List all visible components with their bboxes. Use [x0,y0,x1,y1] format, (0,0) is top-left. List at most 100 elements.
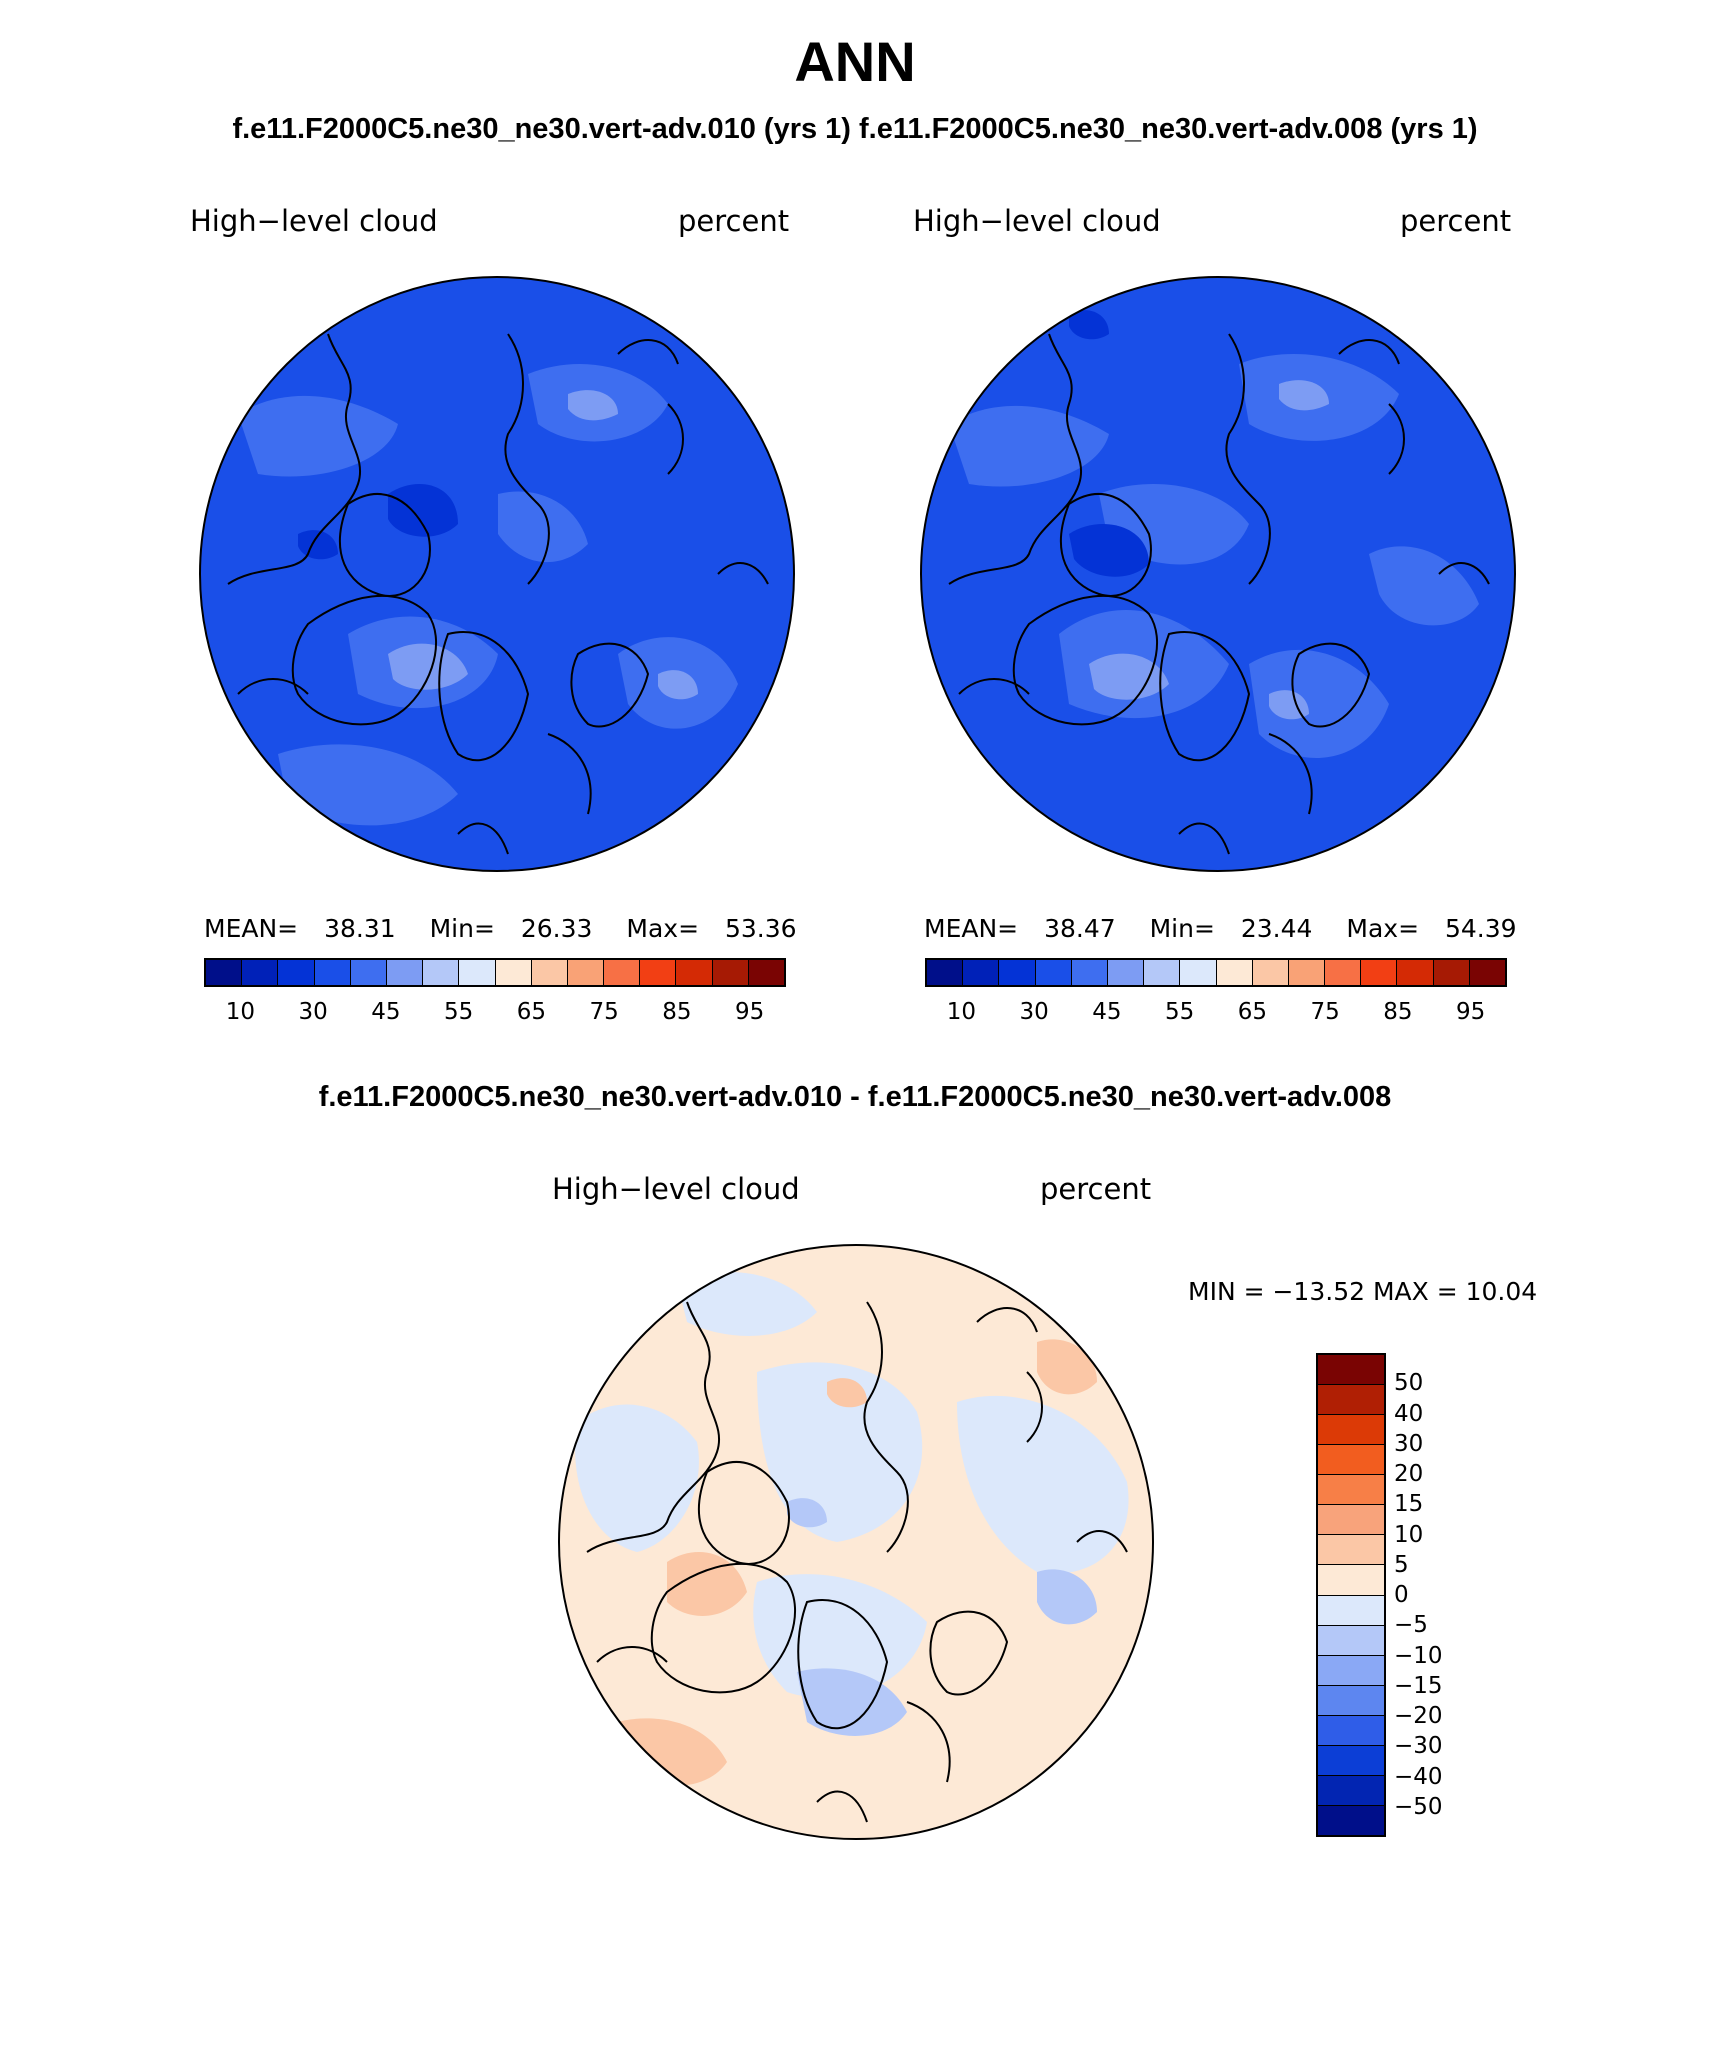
panel1-colorbar-segment [206,960,243,985]
panel1-colorbar-tick-label: 75 [589,999,619,1025]
panel2-map [920,276,1516,872]
panel2-colorbar-tick-label: 30 [1019,999,1049,1025]
diff-colorbar-tick-label: −50 [1394,1793,1443,1820]
panel2-min-value: 23.44 [1240,914,1313,943]
diff-colorbar: 50 40 30 20 15 10 5 0 −5 −10 −15 −20 −30 −40 −50 [1316,1353,1456,1837]
diff-units-label: percent [1040,1172,1152,1206]
diff-colorbar-strip [1316,1353,1386,1837]
diff-strong-negative-patches [787,1498,1097,1736]
panel1-colorbar-segment [531,960,568,985]
panel1-colorbar-segment [459,960,496,985]
panel2-stats: MEAN= 38.47 Min= 23.44 Max= 54.39 [924,914,1517,944]
diff-negative-patches [575,1272,1129,1699]
diff-minmax: MIN = −13.52 MAX = 10.04 [1188,1277,1538,1306]
panel1-units-label: percent [678,204,790,238]
diff-colorbar-tick-label: −20 [1394,1703,1443,1729]
panel2-colorbar-segment [1325,960,1362,985]
panel1-colorbar-tick-label: 85 [662,999,692,1025]
panel1-colorbar-tick-label: 55 [443,999,474,1025]
diff-colorbar-tick-label: 15 [1394,1491,1424,1518]
panel1-colorbar-segment [748,960,784,985]
diff-colorbar-segment [1318,1445,1384,1476]
panel1-colorbar-tick-label: 95 [734,999,765,1025]
panel2-colorbar-tick-label: 45 [1092,999,1122,1025]
panel1-stats: MEAN= 38.31 Min= 26.33 Max= 53.36 [204,914,797,944]
panel2-coastlines [948,333,1490,855]
diff-colorbar-segment [1318,1475,1384,1506]
panel2-colorbar-tick-label: 65 [1237,999,1268,1025]
panel1-colorbar-segment [495,960,532,985]
panel1-colorbar-segment [676,960,713,985]
panel2-colorbar-segment [999,960,1036,985]
panel1-max-label: Max= [626,914,700,943]
panel1-colorbar-tick-label: 45 [371,999,401,1025]
panel1-colorbar-segment [640,960,677,985]
panel1-colorbar-segment [423,960,460,985]
diff-colorbar-ticks: 50 40 30 20 15 10 5 0 −5 −10 −15 −20 −30 −40 −50 [1394,1353,1464,1837]
panel2-max-value: 54.39 [1445,914,1517,943]
panel2-colorbar-segment [1107,960,1145,985]
panel1-colorbar-segment [314,960,351,985]
panel1-colorbar-segment [242,960,279,985]
panel1-colorbar-segment [278,960,315,985]
diff-colorbar-segment [1318,1685,1384,1716]
panel2-colorbar-segment [1216,960,1253,985]
panel2-colorbar-segment [1035,960,1072,985]
panel2-colorbar-segment [1144,960,1181,985]
diff-colorbar-segment [1318,1655,1384,1686]
diff-colorbar-tick-label: 10 [1394,1521,1424,1548]
diff-colorbar-tick-label: −40 [1394,1763,1443,1790]
diff-colorbar-tick-label: −5 [1394,1612,1428,1639]
diff-colorbar-segment [1318,1505,1384,1536]
panel2-variable-label: High−level cloud [913,204,1161,238]
panel2-colorbar-tick-label: 55 [1164,999,1195,1025]
panel2-colorbar-segment [963,960,1000,985]
diff-colorbar-segment [1318,1625,1384,1656]
panel2-field-lows [1069,310,1149,577]
panel2-colorbar-segment [1252,960,1289,985]
panel1-colorbar-segment [567,960,605,985]
panel1-variable-label: High−level cloud [190,204,438,238]
diff-colorbar-segment [1318,1355,1384,1386]
diff-colorbar-tick-label: 20 [1394,1461,1424,1487]
diff-colorbar-segment [1318,1775,1384,1806]
panel2-colorbar-segment [1180,960,1217,985]
panel1-min-value: 26.33 [520,914,593,943]
diff-colorbar-segment [1318,1385,1384,1416]
panel2-mean-value: 38.47 [1044,914,1116,943]
panel1-colorbar-tick-label: 10 [225,999,256,1025]
diff-colorbar-segment [1318,1415,1384,1446]
panel1-colorbar: 10 30 45 55 65 75 85 95 [204,958,786,1025]
panel1-colorbar-ticks: 10 30 45 55 65 75 85 95 [204,998,786,1028]
diff-colorbar-tick-label: 5 [1394,1551,1409,1578]
diff-colorbar-tick-label: −15 [1394,1672,1443,1699]
panel2-min-label: Min= [1149,914,1215,943]
panel1-colorbar-tick-label: 65 [516,999,547,1025]
panel1-map [199,276,795,872]
panel2-colorbar-tick-label: 10 [946,999,977,1025]
panel2-colorbar-strip [925,958,1507,987]
panel2-colorbar-segment [1469,960,1505,985]
panel2-mean-label: MEAN= [924,914,1019,943]
panel1-coastlines [227,333,769,855]
panel2-colorbar-segment [1397,960,1434,985]
panel1-colorbar-segment [350,960,387,985]
diff-colorbar-tick-label: −30 [1394,1733,1443,1760]
panel2-units-label: percent [1400,204,1512,238]
panel2-colorbar-tick-label: 85 [1383,999,1413,1025]
panel2-colorbar-segment [1071,960,1108,985]
panel1-min-label: Min= [429,914,495,943]
figure-title: ANN [794,30,916,93]
panel2-colorbar-segment [927,960,964,985]
panel1-colorbar-strip [204,958,786,987]
panel2-max-label: Max= [1346,914,1420,943]
panel2-colorbar-ticks: 10 30 45 55 65 75 85 95 [925,998,1507,1028]
panel2-colorbar-tick-label: 75 [1310,999,1340,1025]
panel1-colorbar-segment [386,960,424,985]
diff-colorbar-tick-label: 40 [1394,1400,1424,1427]
panel1-max-value: 53.36 [725,914,797,943]
panel1-colorbar-segment [712,960,749,985]
difference-title: f.e11.F2000C5.ne30_ne30.vert-adv.010 - f… [318,1081,1392,1113]
panel2-colorbar: 10 30 45 55 65 75 85 95 [925,958,1507,1025]
diff-colorbar-segment [1318,1595,1384,1626]
